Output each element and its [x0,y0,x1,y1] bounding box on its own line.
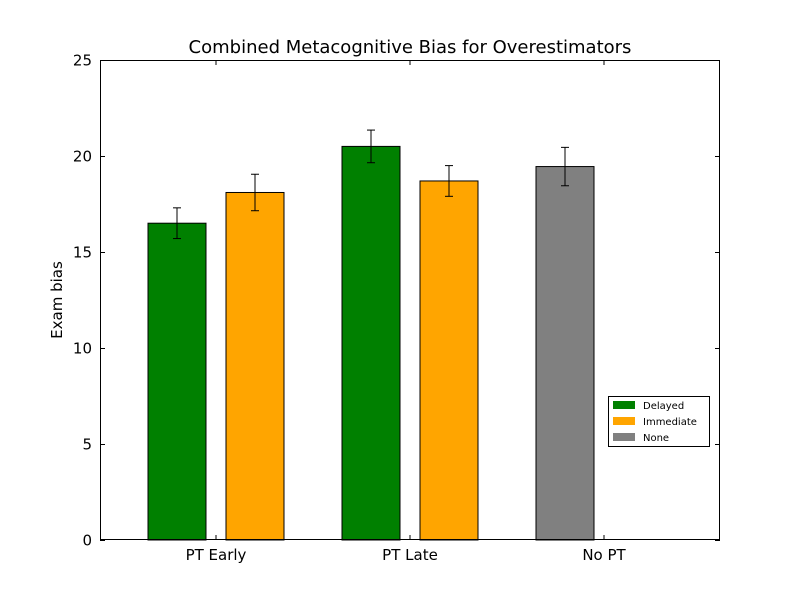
y-tick-label: 25 [73,52,92,70]
bar [341,145,401,541]
x-tick-label: No PT [582,546,626,564]
bar [225,191,285,541]
bar [419,180,479,541]
x-axis: PT Early PT Late No PT [186,60,627,564]
y-axis-label: Exam bias [48,261,66,339]
chart-title: Combined Metacognitive Bias for Overesti… [189,37,632,58]
legend-label: None [643,433,669,444]
y-tick-label: 15 [73,244,92,262]
y-tick-label: 5 [82,436,92,454]
bar [147,222,207,541]
x-tick-label: PT Early [186,546,247,564]
error-bars [173,129,569,240]
x-tick-label: PT Late [382,546,438,564]
legend-swatch [613,417,635,425]
bars [147,145,672,541]
y-tick-label: 20 [73,148,92,166]
legend: Delayed Immediate None [608,396,710,447]
legend-swatch [613,433,635,441]
legend-label: Immediate [643,417,697,428]
legend-swatch [613,401,635,409]
y-tick-label: 0 [82,532,92,550]
legend-label: Delayed [643,401,684,412]
y-axis: 0 5 10 15 20 25 [73,52,720,550]
plot-frame [100,60,720,540]
y-tick-label: 10 [73,340,92,358]
bar [535,166,595,541]
